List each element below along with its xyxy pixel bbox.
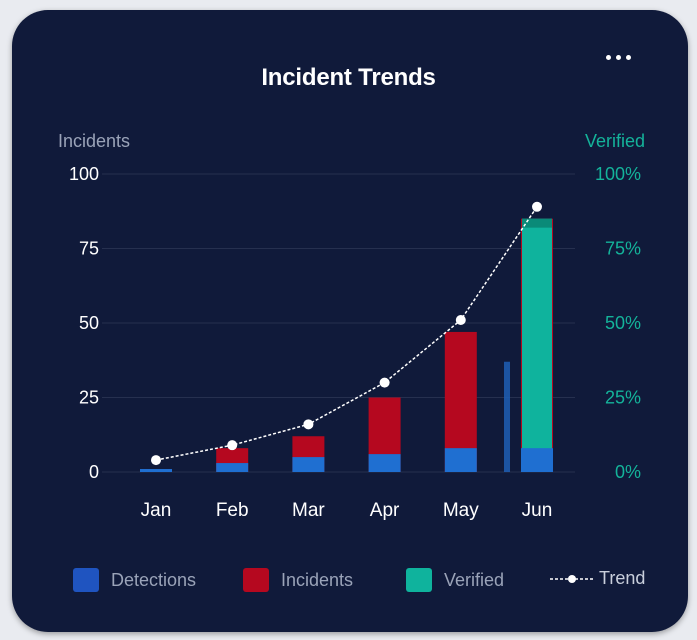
legend-label-incidents: Incidents xyxy=(281,569,354,590)
y-right-tick-0: 0% xyxy=(615,462,641,482)
y-right-tick-2: 50% xyxy=(605,313,641,333)
detections-bar-jun xyxy=(521,448,553,472)
verified-cap-jun xyxy=(522,218,552,228)
trend-point-mar xyxy=(303,419,314,430)
legend-item-detections: Detections xyxy=(73,568,196,592)
chart-title: Incident Trends xyxy=(261,64,436,91)
trend-point-jun xyxy=(532,201,542,212)
y-right-tick-4: 100% xyxy=(595,164,641,184)
detections-bar-may xyxy=(444,448,477,472)
detections-bar-feb xyxy=(216,463,249,472)
detections-swatch xyxy=(73,568,99,592)
detections-bar-apr xyxy=(368,454,401,472)
x-tick-apr: Apr xyxy=(370,500,400,521)
trend-point-may xyxy=(455,315,466,326)
y-left-tick-75: 75 xyxy=(79,239,99,259)
x-tick-may: May xyxy=(443,500,479,521)
incidents-swatch xyxy=(243,568,269,592)
y-left-tick-50: 50 xyxy=(79,313,99,333)
legend-item-verified: Verified xyxy=(406,568,504,592)
chart-legend: Detections Incidents Verified Trend xyxy=(0,568,697,592)
trend-line-swatch xyxy=(550,574,594,583)
trend-point-jan xyxy=(151,455,161,466)
y-right-tick-3: 75% xyxy=(605,239,641,259)
detections-bar-jan xyxy=(140,469,172,472)
x-tick-jun: Jun xyxy=(522,500,553,521)
detections-bar-mar xyxy=(292,457,325,472)
trend-point-apr xyxy=(379,377,390,388)
x-tick-jan: Jan xyxy=(141,500,172,521)
trend-point-feb xyxy=(227,440,238,451)
x-tick-feb: Feb xyxy=(216,500,249,521)
y-right-tick-1: 25% xyxy=(605,388,641,408)
legend-item-trend: Trend xyxy=(549,568,645,589)
y-left-tick-25: 25 xyxy=(79,388,99,408)
x-tick-mar: Mar xyxy=(292,500,325,521)
verified-bar-jun xyxy=(522,218,552,472)
y-axis-right-title: Verified xyxy=(585,131,645,151)
legend-item-incidents: Incidents xyxy=(243,568,353,592)
legend-label-verified: Verified xyxy=(444,569,505,590)
y-axis-left-title: Incidents xyxy=(58,131,130,151)
verified-shadow-jun xyxy=(504,361,510,472)
trend-line xyxy=(155,206,538,461)
y-left-tick-100: 100 xyxy=(69,164,99,184)
legend-label-detections: Detections xyxy=(111,569,197,590)
more-options-icon[interactable] xyxy=(600,50,636,64)
y-left-tick-0: 0 xyxy=(89,462,99,482)
chart-card xyxy=(12,10,688,632)
legend-label-trend: Trend xyxy=(599,568,646,588)
verified-swatch xyxy=(406,568,432,592)
